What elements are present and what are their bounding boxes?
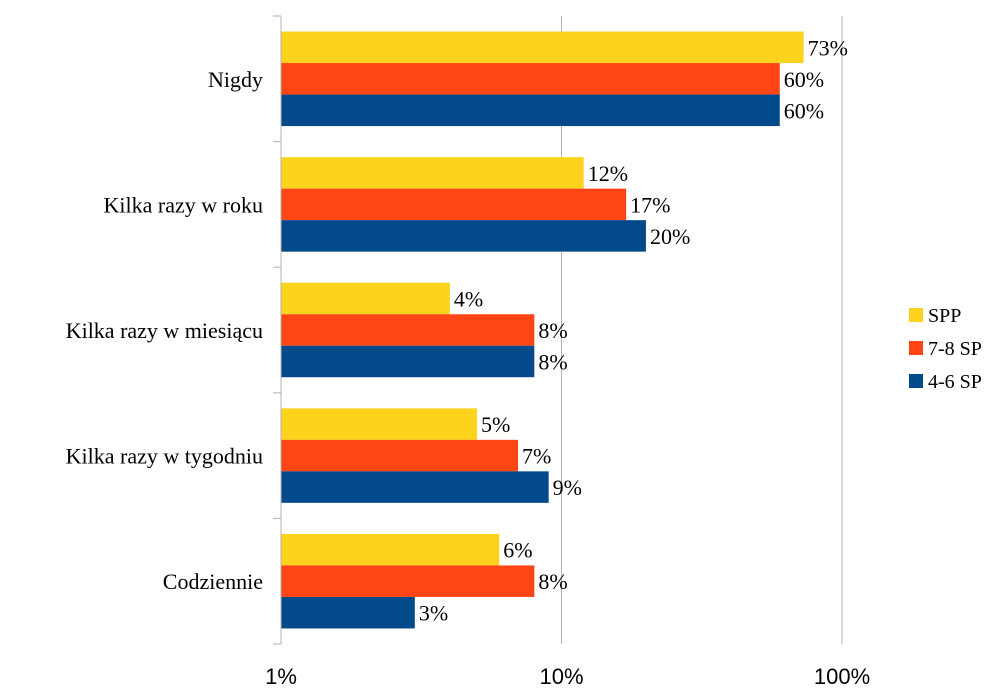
- data-label: 60%: [784, 98, 824, 123]
- legend: SPP 7-8 SP 4-6 SP: [909, 305, 982, 393]
- bar: [281, 220, 646, 252]
- category-label: Kilka razy w miesiącu: [66, 318, 263, 343]
- bar: [281, 408, 478, 440]
- bar: [281, 314, 535, 346]
- bar: [281, 31, 804, 64]
- bar: [281, 157, 584, 189]
- bar: [281, 565, 535, 597]
- x-tick-label: 10%: [539, 664, 583, 689]
- axis-layer: 1% 10% 100%: [265, 15, 870, 689]
- bars-layer: [281, 31, 804, 629]
- legend-swatch: [909, 341, 923, 355]
- bar: [281, 345, 535, 378]
- data-label: 9%: [553, 475, 582, 500]
- data-label: 73%: [808, 35, 848, 60]
- data-label: 12%: [588, 161, 628, 186]
- legend-label: 4-6 SP: [928, 371, 982, 393]
- bar: [281, 596, 415, 629]
- bar: [281, 94, 780, 127]
- data-label: 8%: [538, 350, 567, 375]
- data-label: 8%: [538, 318, 567, 343]
- bar: [281, 63, 780, 95]
- data-label: 6%: [503, 538, 532, 563]
- legend-label: SPP: [928, 305, 961, 327]
- category-label: Codziennie: [163, 569, 263, 594]
- data-label: 3%: [419, 601, 448, 626]
- x-tick-label: 1%: [265, 664, 297, 689]
- data-label: 8%: [538, 569, 567, 594]
- legend-swatch: [909, 374, 923, 388]
- bar: [281, 188, 627, 221]
- data-label: 5%: [481, 412, 510, 437]
- data-label: 7%: [522, 444, 551, 469]
- data-label: 20%: [650, 224, 690, 249]
- legend-swatch: [909, 308, 923, 322]
- category-label: Kilka razy w tygodniu: [66, 444, 263, 469]
- x-tick-label: 100%: [814, 664, 870, 689]
- legend-label: 7-8 SP: [928, 338, 982, 360]
- data-label: 4%: [454, 287, 483, 312]
- bar: [281, 533, 500, 566]
- labels-layer: Nigdy 73% 60% 60% Kilka razy w roku 12%17% 20%…: [66, 35, 848, 625]
- category-label: Nigdy: [208, 67, 263, 92]
- bar: [281, 439, 519, 472]
- bar: [281, 471, 549, 503]
- category-label: Kilka razy w roku: [104, 192, 263, 217]
- bar: [281, 282, 450, 315]
- data-label: 60%: [784, 67, 824, 92]
- data-label: 17%: [630, 192, 670, 217]
